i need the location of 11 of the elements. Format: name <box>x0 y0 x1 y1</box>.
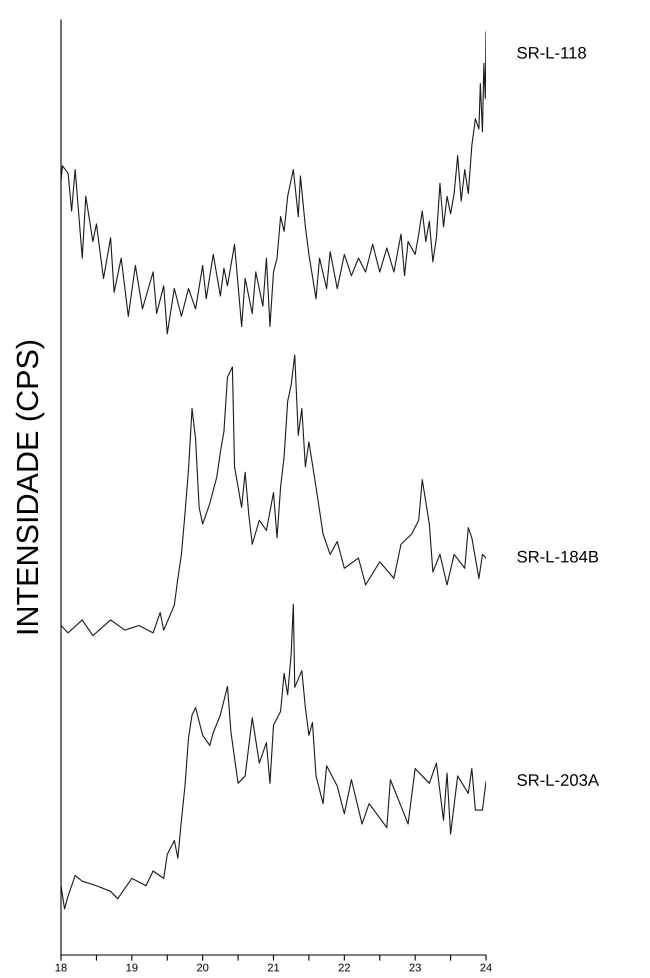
x-tick-label: 23 <box>410 964 421 972</box>
x-tick-label: 19 <box>126 964 138 972</box>
x-tick-label: 20 <box>197 964 208 972</box>
y-axis-title: INTENSIDADE (CPS) <box>16 340 44 634</box>
x-tick-label: 22 <box>338 964 350 972</box>
x-tick-label: 21 <box>268 964 280 972</box>
series-label: SR-L-184B <box>517 550 598 563</box>
x-tick-label: 18 <box>56 964 67 972</box>
series-label: SR-L-203A <box>517 774 599 786</box>
series-label: SR-L-118 <box>517 46 586 59</box>
x-tick-label: 24 <box>480 964 492 972</box>
